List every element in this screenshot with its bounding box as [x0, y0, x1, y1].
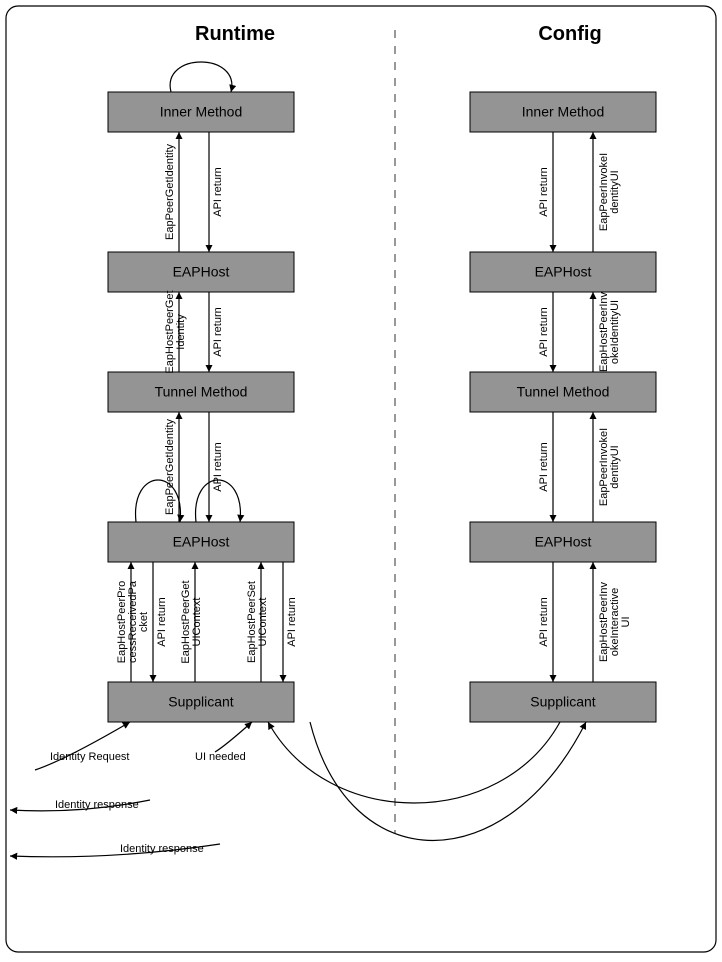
svg-text:API return: API return	[286, 597, 298, 647]
svg-text:API return: API return	[212, 442, 224, 492]
svg-text:EapPeerGetIdentity: EapPeerGetIdentity	[164, 419, 176, 516]
svg-text:Supplicant: Supplicant	[168, 694, 233, 710]
svg-text:EAPHost: EAPHost	[535, 264, 592, 280]
svg-text:API return: API return	[212, 167, 224, 217]
svg-text:API return: API return	[156, 597, 168, 647]
svg-text:API return: API return	[212, 307, 224, 357]
svg-text:EapHostPeerProcessReceivedPack: EapHostPeerProcessReceivedPacket	[116, 580, 150, 663]
svg-text:API return: API return	[538, 167, 550, 217]
svg-text:API return: API return	[538, 597, 550, 647]
svg-text:UI needed: UI needed	[195, 751, 246, 763]
svg-text:EapPeerInvokeIdentityUI: EapPeerInvokeIdentityUI	[598, 153, 621, 231]
svg-text:EAPHost: EAPHost	[173, 264, 230, 280]
svg-text:Tunnel Method: Tunnel Method	[517, 384, 610, 400]
svg-text:EAPHost: EAPHost	[173, 534, 230, 550]
svg-text:Identity response: Identity response	[55, 799, 139, 811]
svg-text:API return: API return	[538, 307, 550, 357]
svg-text:Inner Method: Inner Method	[160, 104, 243, 120]
svg-text:Identity response: Identity response	[120, 843, 204, 855]
svg-text:Identity Request: Identity Request	[50, 751, 130, 763]
svg-text:EapPeerGetIdentity: EapPeerGetIdentity	[164, 144, 176, 241]
svg-text:Runtime: Runtime	[195, 23, 275, 45]
svg-text:Tunnel Method: Tunnel Method	[155, 384, 248, 400]
svg-text:Inner Method: Inner Method	[522, 104, 605, 120]
svg-text:EAPHost: EAPHost	[535, 534, 592, 550]
svg-text:EapHostPeerSetUIContext: EapHostPeerSetUIContext	[246, 581, 269, 663]
svg-text:EapHostPeerInvokeIdentityUI: EapHostPeerInvokeIdentityUI	[598, 291, 621, 372]
svg-text:EapHostPeerGetIdentity: EapHostPeerGetIdentity	[164, 290, 187, 373]
svg-text:API return: API return	[538, 442, 550, 492]
svg-text:EapHostPeerGetUIContext: EapHostPeerGetUIContext	[180, 580, 203, 663]
svg-text:EapPeerInvokeIdentityUI: EapPeerInvokeIdentityUI	[598, 428, 621, 506]
svg-text:EapHostPeerInvokeInteractiveUI: EapHostPeerInvokeInteractiveUI	[598, 581, 632, 662]
svg-text:Config: Config	[538, 23, 601, 45]
svg-text:Supplicant: Supplicant	[530, 694, 595, 710]
